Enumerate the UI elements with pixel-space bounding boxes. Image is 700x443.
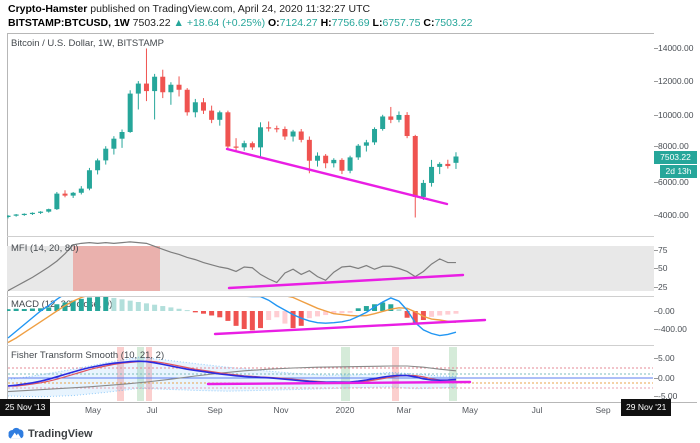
- range-end-tag: 29 Nov '21: [621, 399, 672, 416]
- low-label: L:: [372, 17, 383, 29]
- time-tick-label: May: [84, 405, 102, 415]
- current-price-label: 7503.22: [654, 151, 697, 164]
- axis-tick: [654, 287, 658, 288]
- mfi-pane-title: MFI (14, 20, 80): [11, 243, 79, 254]
- mfi-pane[interactable]: [7, 236, 654, 296]
- macd-pane-title: MACD (12, 26, close, 9): [11, 299, 113, 310]
- open-label: O:: [268, 17, 280, 29]
- last-price: 7503.22: [132, 17, 171, 29]
- axis-tick-label: 4000.00: [658, 210, 689, 220]
- time-tick-label: Jul: [146, 405, 158, 415]
- time-tick-label: 2020: [335, 405, 355, 415]
- main-price-pane[interactable]: [7, 33, 654, 236]
- fisher-pane[interactable]: [7, 346, 654, 402]
- time-tick-label: Sep: [595, 405, 611, 415]
- price-axis[interactable]: [654, 33, 697, 402]
- axis-tick: [654, 146, 658, 147]
- open-value: 7124.27: [279, 17, 318, 29]
- axis-tick: [654, 396, 658, 397]
- pane-separator[interactable]: [7, 296, 697, 297]
- axis-tick-label: 0.00: [658, 373, 675, 383]
- axis-tick-label: 8000.00: [658, 141, 689, 151]
- axis-tick: [654, 329, 658, 330]
- publish-info: published on TradingView.com, April 24, …: [87, 3, 371, 15]
- axis-tick: [654, 268, 658, 269]
- axis-tick-label: 25: [658, 282, 668, 292]
- axis-tick-label: 14000.00: [658, 43, 694, 53]
- fisher-pane-title: Fisher Transform Smooth (10, 21, 2): [11, 350, 165, 361]
- macd-pane[interactable]: [7, 297, 654, 345]
- axis-tick: [654, 311, 658, 312]
- close-label: C:: [423, 17, 435, 29]
- axis-tick-label: 5.00: [658, 353, 675, 363]
- axis-tick-label: -400.00: [658, 324, 687, 334]
- time-tick-label: May: [461, 405, 479, 415]
- price-change: ▲ +18.64 (+0.25%): [173, 17, 266, 29]
- axis-tick-label: 12000.00: [658, 76, 694, 86]
- axis-tick-label: 0.00: [658, 306, 675, 316]
- axis-tick-label: 50: [658, 263, 668, 273]
- axis-tick: [654, 81, 658, 82]
- low-value: 6757.75: [382, 17, 421, 29]
- time-tick-label: Nov: [273, 405, 289, 415]
- range-start-tag: 25 Nov '13: [0, 399, 51, 416]
- axis-tick-label: 75: [658, 245, 668, 255]
- main-pane-title: Bitcoin / U.S. Dollar, 1W, BITSTAMP: [11, 38, 164, 49]
- symbol-header: BITSTAMP:BTCUSD, 1W 7503.22 ▲ +18.64 (+0…: [8, 17, 472, 29]
- axis-tick: [654, 48, 658, 49]
- publish-header: Crypto-Hamster published on TradingView.…: [8, 3, 370, 15]
- pane-separator[interactable]: [7, 236, 697, 237]
- axis-tick-label: -5.00: [658, 391, 678, 401]
- axis-tick: [654, 182, 658, 183]
- axis-tick-label: 6000.00: [658, 177, 689, 187]
- time-axis[interactable]: [7, 402, 697, 420]
- tradingview-brand-text: TradingView: [28, 428, 93, 440]
- author-name: Crypto-Hamster: [8, 3, 88, 15]
- time-tick-label: Sep: [207, 405, 223, 415]
- axis-tick: [654, 378, 658, 379]
- high-value: 7756.69: [331, 17, 370, 29]
- axis-tick: [654, 358, 658, 359]
- tradingview-logo-icon: [8, 427, 24, 439]
- bar-countdown-label: 2d 13h: [660, 165, 697, 178]
- axis-tick: [654, 115, 658, 116]
- tradingview-footer[interactable]: TradingView: [8, 426, 93, 442]
- pane-separator[interactable]: [7, 345, 697, 346]
- symbol-name: BITSTAMP:BTCUSD, 1W: [8, 17, 130, 29]
- axis-tick-label: 10000.00: [658, 110, 694, 120]
- axis-tick: [654, 250, 658, 251]
- time-tick-label: Mar: [396, 405, 412, 415]
- close-value: 7503.22: [434, 17, 473, 29]
- time-tick-label: Jul: [531, 405, 543, 415]
- axis-tick: [654, 215, 658, 216]
- high-label: H:: [320, 17, 332, 29]
